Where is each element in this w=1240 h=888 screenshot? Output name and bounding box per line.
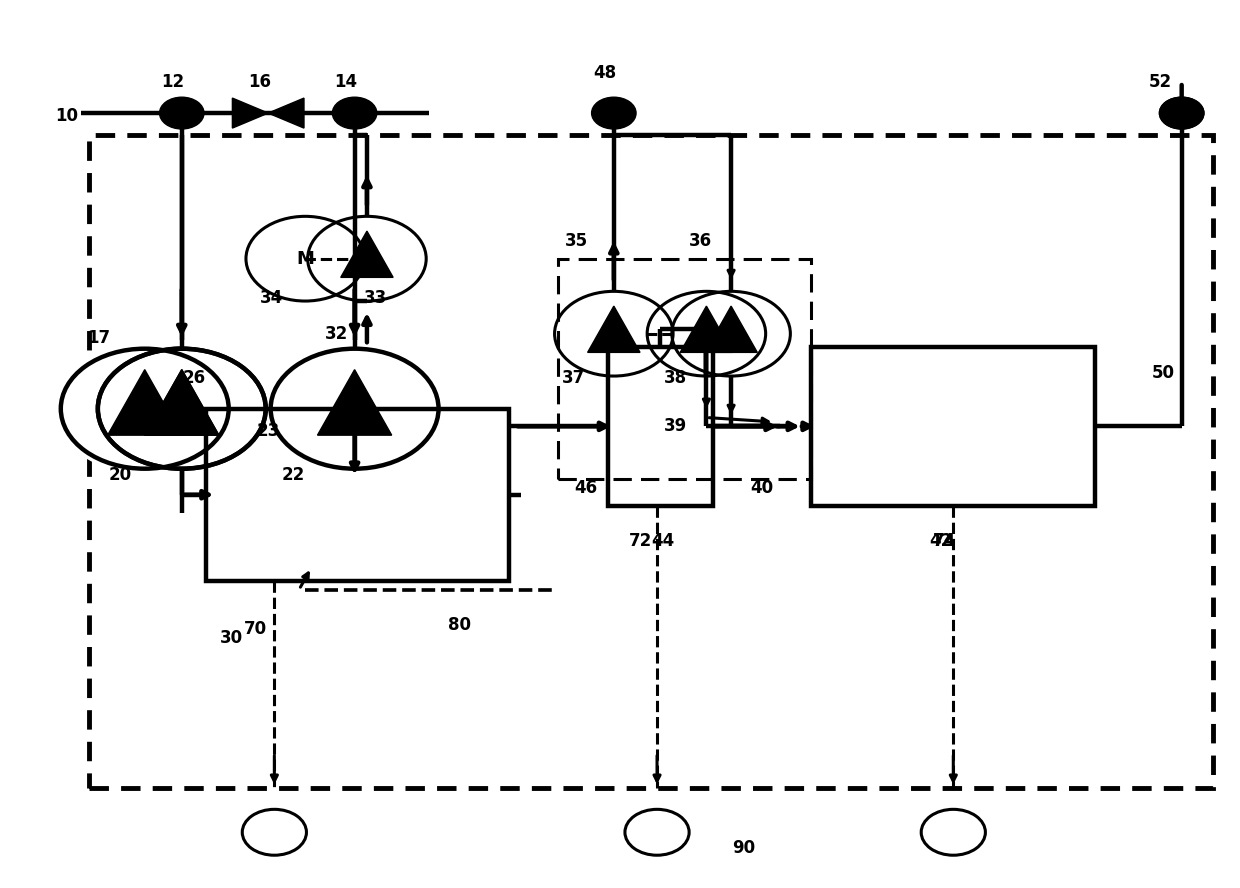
Text: 40: 40	[750, 480, 774, 497]
Text: 38: 38	[663, 369, 687, 387]
Circle shape	[332, 97, 377, 129]
Text: 17: 17	[88, 329, 110, 347]
Circle shape	[1159, 97, 1204, 129]
Text: 14: 14	[335, 73, 357, 91]
Polygon shape	[588, 306, 640, 353]
Text: 23: 23	[257, 422, 280, 440]
Text: 12: 12	[161, 73, 185, 91]
Text: M: M	[296, 250, 314, 267]
Text: 33: 33	[365, 289, 387, 307]
Text: 48: 48	[594, 64, 616, 83]
Text: 30: 30	[219, 629, 243, 647]
Bar	[811, 347, 1095, 506]
Text: 20: 20	[108, 466, 131, 484]
Bar	[558, 258, 811, 480]
Text: 10: 10	[56, 107, 78, 124]
Text: 90: 90	[732, 839, 755, 857]
Text: 80: 80	[448, 616, 471, 634]
Text: 52: 52	[1149, 73, 1172, 91]
Text: 37: 37	[562, 369, 585, 387]
Text: 35: 35	[565, 232, 588, 250]
Text: 72: 72	[630, 532, 652, 550]
Polygon shape	[145, 369, 219, 435]
Text: 70: 70	[244, 621, 268, 638]
Polygon shape	[317, 369, 392, 435]
Text: 50: 50	[1152, 364, 1174, 383]
Bar	[207, 408, 508, 581]
Circle shape	[591, 97, 636, 129]
Text: 44: 44	[651, 532, 675, 550]
Text: 22: 22	[281, 466, 305, 484]
Bar	[608, 347, 713, 506]
Polygon shape	[268, 98, 304, 128]
Bar	[89, 135, 1213, 789]
Text: 32: 32	[325, 325, 347, 343]
Text: 39: 39	[663, 417, 687, 435]
Polygon shape	[681, 306, 733, 353]
Text: 42: 42	[929, 532, 952, 550]
Text: 24: 24	[350, 404, 372, 422]
Polygon shape	[108, 369, 182, 435]
Polygon shape	[145, 369, 219, 435]
Text: 46: 46	[574, 480, 596, 497]
Text: 26: 26	[182, 369, 206, 387]
Polygon shape	[232, 98, 268, 128]
Text: 74: 74	[932, 532, 956, 550]
Circle shape	[160, 97, 205, 129]
Circle shape	[1159, 97, 1204, 129]
Polygon shape	[341, 231, 393, 277]
Polygon shape	[704, 306, 758, 353]
Circle shape	[55, 345, 234, 473]
Text: 36: 36	[688, 232, 712, 250]
Text: 16: 16	[248, 73, 272, 91]
Text: 34: 34	[260, 289, 284, 307]
